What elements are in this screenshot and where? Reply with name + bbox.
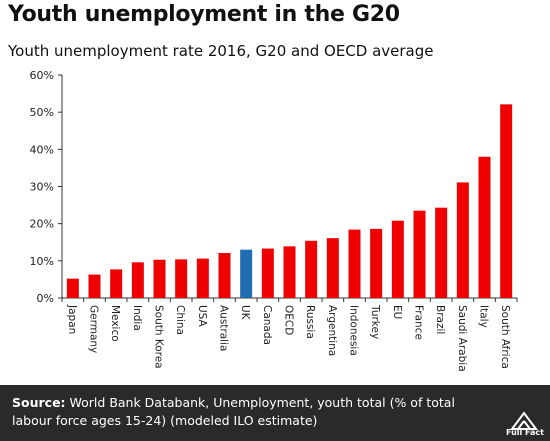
- bar-eu: [391, 220, 404, 298]
- x-tick-label: South Korea: [153, 305, 165, 369]
- x-tick-label: Saudi Arabia: [456, 305, 468, 372]
- bar-usa: [196, 258, 209, 298]
- chart-subtitle: Youth unemployment rate 2016, G20 and OE…: [8, 42, 434, 60]
- x-tick-label: Mexico: [109, 305, 121, 342]
- bar-france: [413, 210, 426, 298]
- bar-china: [175, 259, 188, 298]
- y-tick-label: 0%: [37, 292, 54, 305]
- x-tick-label: South Africa: [499, 305, 511, 369]
- bar-south-korea: [153, 259, 166, 298]
- x-tick-label: Japan: [66, 304, 78, 334]
- x-tick-label: Russia: [304, 305, 316, 339]
- full-fact-logo-icon: [510, 411, 538, 430]
- x-tick-label: France: [413, 305, 425, 340]
- full-fact-logo-text: Full Fact: [506, 428, 544, 437]
- y-tick-label: 40%: [30, 143, 54, 156]
- bar-germany: [88, 274, 101, 298]
- x-tick-label: Brazil: [434, 305, 446, 334]
- bar-saudi-arabia: [456, 182, 469, 298]
- x-tick-label: Germany: [88, 305, 100, 353]
- chart-title: Youth unemployment in the G20: [8, 2, 400, 27]
- x-tick-label: Italy: [478, 305, 490, 328]
- bar-brazil: [435, 207, 448, 298]
- x-tick-label: Canada: [261, 305, 273, 345]
- x-tick-label: USA: [196, 305, 208, 328]
- x-tick-label: Turkey: [369, 304, 381, 339]
- bar-canada: [261, 248, 274, 298]
- bar-japan: [66, 278, 79, 298]
- x-tick-label: Indonesia: [348, 305, 360, 356]
- x-tick-label: OECD: [283, 305, 295, 335]
- bar-australia: [218, 253, 231, 298]
- y-tick-label: 10%: [30, 255, 54, 268]
- x-tick-label: UK: [239, 305, 251, 321]
- y-tick-label: 50%: [30, 106, 54, 119]
- bar-indonesia: [348, 229, 361, 298]
- x-tick-label: Australia: [218, 305, 230, 351]
- y-tick-label: 20%: [30, 218, 54, 231]
- x-tick-label: Argentina: [326, 305, 338, 356]
- x-tick-label: EU: [391, 305, 403, 319]
- x-tick-label: India: [131, 305, 143, 331]
- bar-uk: [240, 249, 253, 298]
- bar-south-africa: [500, 104, 513, 298]
- bar-italy: [478, 156, 491, 298]
- y-tick-label: 30%: [30, 181, 54, 194]
- bar-russia: [305, 240, 318, 298]
- bar-mexico: [110, 269, 123, 298]
- source-label: Source:: [12, 395, 66, 410]
- source-note: Source: World Bank Databank, Unemploymen…: [12, 394, 492, 430]
- source-footer: Source: World Bank Databank, Unemploymen…: [0, 385, 550, 441]
- bar-oecd: [283, 246, 296, 298]
- bar-chart: 0% 10% 20% 30% 40% 50% 60% Japan Germany Mexico In…: [30, 69, 518, 372]
- bar-argentina: [326, 238, 339, 298]
- x-tick-label: China: [174, 305, 186, 335]
- y-tick-label: 60%: [30, 69, 54, 82]
- source-text: World Bank Databank, Unemployment, youth…: [12, 395, 455, 428]
- bar-india: [131, 262, 144, 298]
- bar-turkey: [370, 228, 383, 298]
